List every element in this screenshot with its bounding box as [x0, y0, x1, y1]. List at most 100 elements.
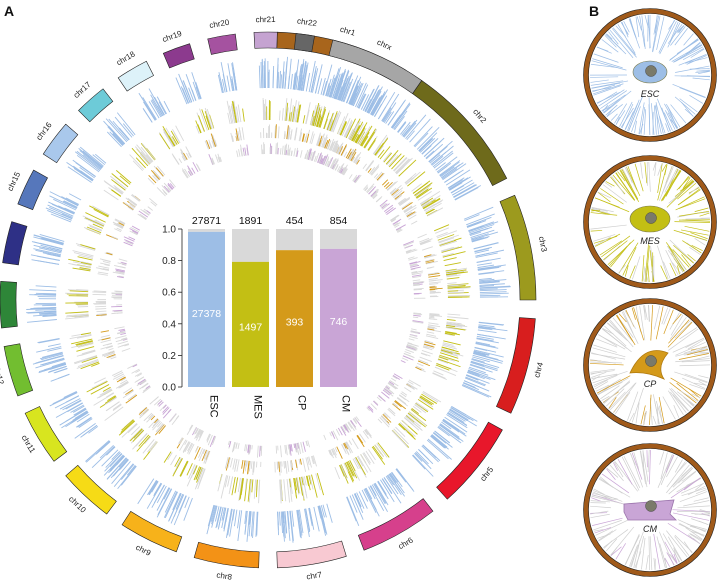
track-line: [373, 135, 387, 154]
track-line: [132, 226, 140, 230]
cell-link: [609, 321, 622, 336]
track-line: [242, 460, 243, 469]
track-line: [465, 215, 480, 221]
chromosome-segment-chr12: [4, 344, 33, 396]
track-line: [366, 160, 374, 170]
y-tick-label: 1.0: [162, 225, 176, 236]
track-line: [447, 278, 460, 279]
track-line: [282, 146, 283, 155]
track-line: [186, 146, 192, 157]
chromosome-label-chr18: chr18: [115, 49, 137, 67]
track-line: [39, 339, 60, 343]
track-line: [309, 457, 312, 468]
track-line: [243, 460, 245, 473]
cell-link: [612, 28, 636, 57]
track-line: [280, 148, 281, 154]
track-line: [391, 378, 396, 381]
track-line: [36, 286, 57, 287]
track-line: [292, 511, 294, 527]
track-line: [286, 445, 287, 455]
cell-link: [650, 536, 652, 570]
cell-link: [590, 506, 611, 508]
track-line: [291, 131, 292, 140]
cell-link: [649, 97, 650, 135]
track-line: [27, 320, 57, 323]
chromosome-segment-chr21: [254, 32, 277, 48]
track-line: [392, 431, 408, 448]
chromosome-label-chr15: chr15: [6, 170, 23, 192]
track-line: [314, 507, 319, 531]
track-line: [70, 334, 92, 338]
cell-link: [648, 263, 650, 282]
bar-remainder-ESC: [188, 229, 225, 232]
track-line: [114, 229, 121, 232]
track-line: [294, 148, 295, 156]
chromosome-label-chr9: chr9: [134, 543, 152, 558]
cell-link: [690, 95, 703, 103]
track-line: [467, 222, 481, 227]
x-tick-label-ESC: ESC: [208, 395, 220, 418]
track-line: [35, 309, 56, 310]
track-line: [196, 82, 201, 99]
track-line: [335, 467, 340, 479]
track-line: [114, 327, 124, 329]
track-line: [375, 143, 384, 155]
cell-link: [632, 388, 643, 422]
track-line: [108, 348, 113, 350]
track-line: [69, 194, 81, 200]
track-line: [413, 285, 419, 286]
track-line: [257, 446, 258, 458]
y-tick-label: 0.2: [162, 351, 176, 362]
track-line: [95, 309, 106, 310]
track-line: [91, 363, 99, 366]
chromosome-label-chr14: chr14: [0, 228, 1, 250]
track-line: [221, 475, 227, 498]
track-line: [395, 159, 409, 173]
track-line: [368, 140, 375, 150]
track-line: [101, 340, 111, 343]
track-line: [429, 317, 434, 318]
track-line: [29, 290, 56, 291]
chromosome-label-chr8: chr8: [216, 571, 233, 582]
track-line: [92, 206, 109, 215]
track-line: [429, 319, 437, 320]
track-line: [408, 413, 422, 424]
bar-total-label: 27871: [192, 215, 221, 227]
track-line: [287, 461, 288, 472]
track-line: [376, 146, 384, 156]
cell-link: [679, 199, 706, 209]
chromosome-label-chr7: chr7: [306, 570, 323, 582]
cell-link: [658, 163, 663, 193]
cell-link: [649, 536, 650, 570]
cell-link: [619, 243, 638, 274]
track-line: [230, 458, 232, 467]
track-line: [402, 358, 408, 361]
panel-b-label: B: [589, 3, 599, 19]
track-line: [227, 76, 230, 92]
track-line: [349, 440, 352, 445]
chromosome-label-chr21: chr21: [256, 15, 277, 24]
track-line: [378, 396, 385, 402]
track-line: [85, 440, 109, 461]
track-line: [344, 152, 347, 157]
track-line: [477, 260, 490, 262]
track-line: [455, 186, 481, 200]
cell-link: [685, 226, 710, 231]
track-line: [176, 126, 184, 141]
cell-link: [700, 213, 710, 216]
chromosome-label-chr19: chr19: [161, 29, 183, 44]
track-line: [228, 476, 230, 487]
cell-link: [608, 240, 634, 265]
cell-link: [675, 97, 695, 114]
track-line: [430, 287, 437, 288]
cell-link: [634, 452, 639, 469]
cell-link: [677, 383, 699, 400]
track-line: [427, 267, 432, 268]
track-line: [443, 252, 466, 258]
track-line: [280, 445, 281, 457]
track-line: [330, 432, 332, 436]
cell-link: [678, 190, 700, 205]
track-line: [286, 150, 287, 155]
track-line: [434, 225, 449, 231]
cell-label-cm: CM: [643, 524, 657, 534]
